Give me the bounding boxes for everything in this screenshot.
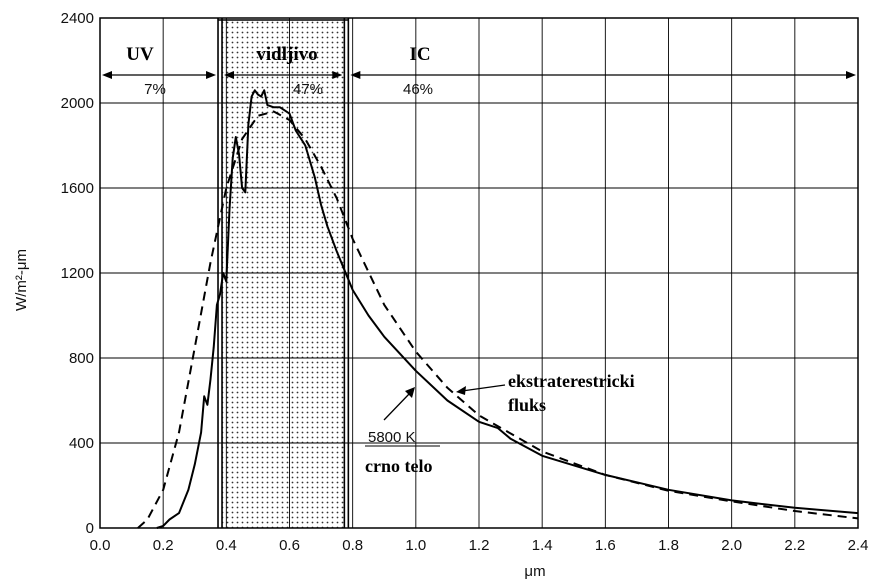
x-tick-label: 0.6	[279, 537, 300, 554]
x-tick-label: 0.8	[342, 537, 363, 554]
annotation-blackbody-arrow	[383, 392, 411, 421]
region-label-visible: vidljivo	[256, 44, 317, 65]
plot-frame	[99, 17, 859, 529]
annotation-blackbody: crno telo	[365, 456, 432, 476]
y-tick-labels: 0 400 800 1200 1600 2000 2400	[61, 10, 94, 537]
x-axis-label: μm	[524, 563, 545, 580]
y-tick-label: 800	[69, 350, 94, 367]
annotation-extraterrestrial-line1: ekstraterestricki	[508, 371, 635, 391]
region-arrow-visible-head-left	[224, 71, 235, 79]
y-tick-label: 1600	[61, 180, 94, 197]
y-tick-label: 0	[86, 520, 94, 537]
x-tick-label: 1.6	[595, 537, 616, 554]
series-layer	[137, 89, 859, 529]
region-percent-uv: 7%	[144, 81, 166, 98]
y-tick-label: 1200	[61, 265, 94, 282]
y-tick-label: 400	[69, 435, 94, 452]
y-tick-label: 2400	[61, 10, 94, 27]
annotation-extraterrestrial-line2: fluks	[508, 395, 546, 415]
annotation-extraterrestrial-arrow	[461, 384, 506, 392]
region-boundaries	[217, 18, 350, 528]
annotation-blackbody-temp: 5800 K	[368, 429, 416, 446]
annotation-blackbody-arrowhead	[405, 387, 415, 398]
x-tick-label: 1.2	[469, 537, 490, 554]
x-tick-label: 0.2	[153, 537, 174, 554]
region-arrow-uv-head-left	[102, 71, 112, 79]
region-percent-ir: 46%	[403, 81, 433, 98]
series-blackbody-line	[137, 110, 859, 529]
x-tick-label: 0.4	[216, 537, 237, 554]
region-arrow-uv-head-right	[206, 71, 217, 79]
region-arrow-ir-head-left	[350, 71, 361, 79]
x-tick-label: 2.2	[784, 537, 805, 554]
x-tick-label: 2.0	[721, 537, 742, 554]
x-tick-label: 0.0	[90, 537, 111, 554]
region-percent-visible: 47%	[293, 81, 323, 98]
grid-lines	[99, 17, 859, 529]
x-tick-labels: 0.0 0.2 0.4 0.6 0.8 1.0 1.2 1.4 1.6 1.8 2.0 2.2 2.4	[90, 537, 869, 554]
region-label-ir: IC	[409, 44, 430, 65]
annotation-extraterrestrial-arrowhead	[456, 386, 466, 395]
region-label-uv: UV	[126, 44, 154, 65]
series-extraterrestrial-line	[156, 89, 859, 529]
y-axis-label: W/m²-μm	[13, 249, 30, 311]
region-arrow-ir-head-right	[846, 71, 856, 79]
x-tick-label: 2.4	[848, 537, 869, 554]
y-tick-label: 2000	[61, 95, 94, 112]
region-arrows	[102, 71, 856, 79]
x-tick-label: 1.0	[405, 537, 426, 554]
x-tick-label: 1.4	[532, 537, 553, 554]
region-arrow-visible-head-right	[332, 71, 343, 79]
x-tick-label: 1.8	[658, 537, 679, 554]
